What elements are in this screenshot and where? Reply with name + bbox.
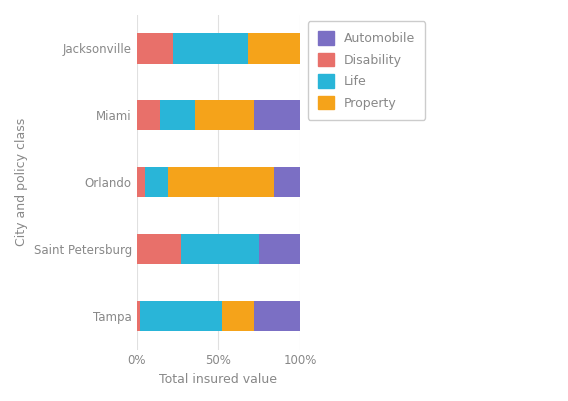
Legend: Automobile, Disability, Life, Property: Automobile, Disability, Life, Property <box>308 21 425 120</box>
Bar <box>254 100 300 130</box>
Bar <box>140 301 222 331</box>
Bar <box>173 33 248 63</box>
Bar <box>259 234 300 264</box>
Bar <box>145 167 168 197</box>
Bar <box>274 167 300 197</box>
X-axis label: Total insured value: Total insured value <box>159 373 277 386</box>
Bar <box>248 33 300 63</box>
Bar <box>195 100 254 130</box>
Bar <box>254 301 300 331</box>
Bar <box>181 234 259 264</box>
Bar <box>160 100 195 130</box>
Bar <box>222 301 254 331</box>
Bar <box>168 167 274 197</box>
Bar <box>137 33 173 63</box>
Bar <box>137 100 160 130</box>
Bar <box>137 301 140 331</box>
Bar <box>137 167 145 197</box>
Bar <box>137 234 181 264</box>
Y-axis label: City and policy class: City and policy class <box>15 118 28 247</box>
